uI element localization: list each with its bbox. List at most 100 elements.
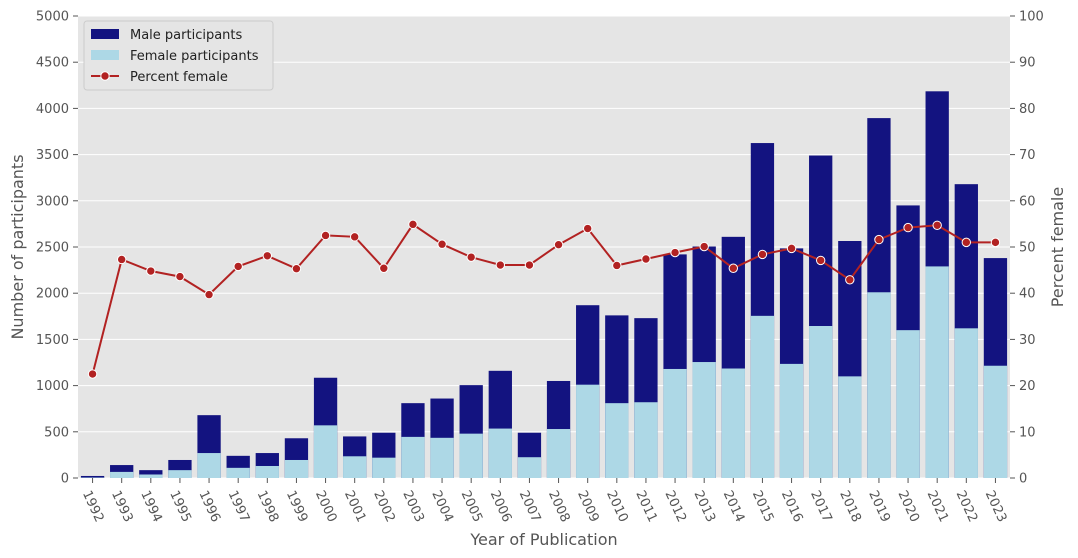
x-tick-label: 2020 [894, 488, 922, 524]
x-tick-label: 2014 [720, 488, 748, 524]
y2-tick-label: 70 [1019, 148, 1036, 163]
bar-female-2004 [430, 437, 454, 478]
x-tick-label: 2005 [458, 488, 486, 524]
x-tick-label: 1995 [166, 488, 194, 524]
x-tick-label: 2023 [982, 488, 1010, 524]
percent-point-2022 [961, 237, 972, 248]
x-tick-label: 1998 [254, 488, 282, 524]
y-tick-label: 2000 [36, 287, 69, 302]
x-tick-label: 2018 [836, 488, 864, 524]
bar-male-1994 [139, 470, 163, 478]
percent-point-2023 [990, 237, 1001, 248]
x-tick-label: 2012 [661, 488, 689, 524]
bar-male-1992 [80, 475, 105, 478]
bar-female-2014 [721, 368, 745, 478]
legend: Male participants Female participants Pe… [83, 20, 274, 91]
y-tick-label: 3500 [36, 148, 69, 163]
x-axis-title: Year of Publication [469, 530, 617, 549]
y2-tick-label: 0 [1019, 472, 1027, 487]
bar-female-2020 [896, 330, 920, 478]
y-axis-right: 0 10 20 30 40 50 60 70 80 90 100 [1010, 10, 1044, 487]
bar-female-2009 [576, 384, 600, 478]
x-tick-label: 2002 [370, 488, 398, 524]
bar-female-2005 [459, 433, 483, 478]
bar-female-2021 [925, 266, 949, 478]
y2-tick-label: 100 [1019, 10, 1044, 25]
y2-tick-label: 90 [1019, 56, 1036, 71]
bar-female-2018 [838, 376, 862, 478]
percent-point-2008 [553, 239, 564, 250]
percent-point-1998 [262, 251, 273, 261]
y-tick-label: 1500 [36, 333, 69, 348]
percent-point-2015 [757, 249, 768, 260]
x-tick-label: 1992 [79, 488, 107, 524]
y-tick-label: 4500 [36, 56, 69, 71]
legend-box [83, 20, 274, 91]
x-tick-label: 2017 [807, 488, 835, 524]
x-tick-label: 2010 [603, 488, 631, 524]
bar-female-1994 [139, 474, 163, 478]
x-axis: 1992 1993 1994 1995 1996 1997 1998 1999 2000 2001… [79, 478, 1009, 525]
x-tick-label: 2000 [312, 488, 340, 524]
bar-female-2016 [779, 363, 804, 478]
x-tick-label: 1994 [137, 488, 165, 524]
bar-female-2010 [605, 403, 629, 478]
y-tick-label: 3000 [36, 194, 69, 209]
bar-female-2006 [488, 428, 512, 478]
bar-female-2023 [983, 365, 1008, 478]
y2-tick-label: 20 [1019, 379, 1036, 394]
percent-point-2007 [524, 260, 535, 270]
legend-swatch-male [91, 29, 119, 39]
percent-point-2017 [815, 255, 826, 266]
bar-female-2000 [313, 425, 338, 478]
x-tick-label: 2016 [778, 488, 806, 524]
percent-point-1992 [87, 369, 98, 379]
bar-female-2002 [372, 457, 396, 478]
bar-female-2017 [809, 326, 833, 478]
bar-female-2001 [343, 456, 367, 478]
gridlines [78, 15, 1010, 479]
x-tick-label: 1993 [108, 488, 136, 524]
percent-point-2001 [349, 232, 360, 242]
bar-female-1998 [255, 465, 279, 478]
y-tick-label: 2500 [36, 241, 69, 256]
y-tick-label: 500 [44, 425, 69, 440]
y2-tick-label: 80 [1019, 102, 1036, 117]
percent-point-1995 [175, 271, 185, 282]
percent-point-2000 [320, 230, 331, 241]
y2-tick-label: 40 [1019, 287, 1036, 302]
x-tick-label: 2003 [399, 488, 427, 524]
percent-point-2016 [786, 243, 797, 254]
y2-tick-label: 30 [1019, 333, 1036, 348]
y-tick-label: 1000 [36, 379, 69, 394]
percent-point-2009 [582, 223, 593, 234]
bars [80, 91, 1008, 479]
percent-point-2004 [437, 239, 447, 249]
x-tick-label: 2009 [574, 488, 602, 524]
y2-tick-label: 50 [1019, 241, 1036, 256]
y-axis-left: 0 500 1000 1500 2000 2500 3000 3500 4000 4500 5000 [36, 10, 78, 487]
x-tick-label: 2011 [632, 488, 660, 524]
legend-label-male: Male participants [130, 28, 243, 43]
legend-swatch-female [91, 50, 119, 60]
bar-female-2013 [692, 362, 716, 478]
bar-female-2022 [954, 328, 978, 478]
percent-point-2003 [408, 219, 418, 230]
y-axis-title: Number of participants [8, 154, 27, 339]
x-tick-label: 1999 [283, 488, 311, 524]
legend-label-female: Female participants [130, 49, 259, 64]
bar-female-1997 [226, 467, 250, 478]
percent-point-2020 [903, 222, 913, 233]
percent-female-line-group [87, 219, 1001, 379]
x-tick-label: 2008 [545, 488, 573, 524]
percent-point-2014 [728, 263, 739, 273]
y-tick-label: 0 [61, 472, 69, 487]
x-tick-label: 2015 [749, 488, 777, 524]
percent-point-2010 [612, 260, 622, 271]
bar-female-2003 [401, 436, 425, 478]
x-tick-label: 2001 [341, 488, 369, 524]
bar-female-2012 [663, 368, 687, 478]
bar-female-2007 [517, 457, 542, 478]
x-tick-label: 2006 [487, 488, 515, 524]
